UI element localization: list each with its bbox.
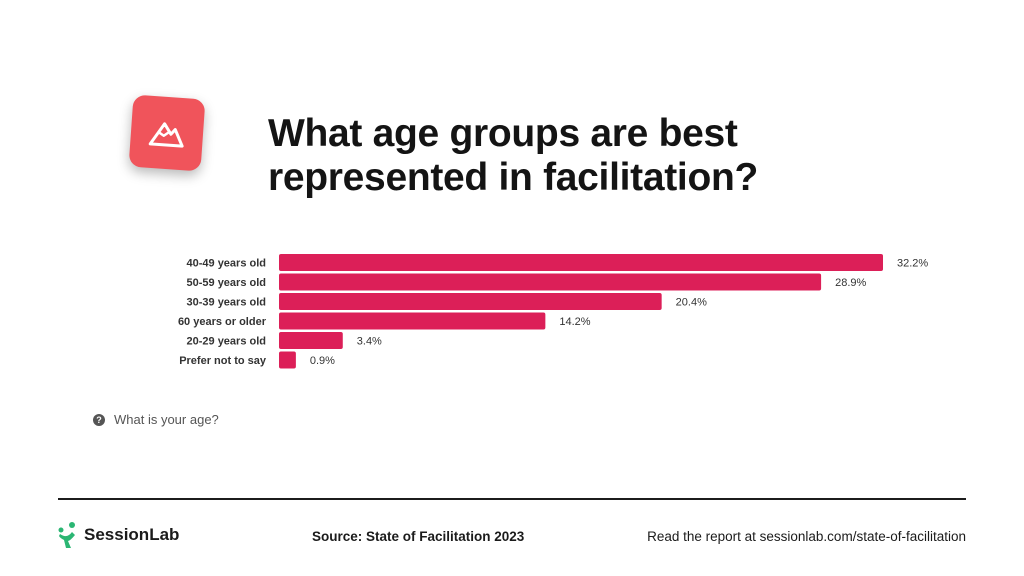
value-label: 14.2% bbox=[559, 316, 590, 328]
footer-divider bbox=[58, 498, 966, 500]
category-label: 50-59 years old bbox=[187, 277, 267, 289]
category-label: 40-49 years old bbox=[187, 258, 267, 270]
category-label: Prefer not to say bbox=[179, 355, 267, 367]
value-label: 28.9% bbox=[835, 277, 866, 289]
source-text: Source: State of Facilitation 2023 bbox=[312, 529, 525, 544]
value-label: 3.4% bbox=[357, 336, 382, 348]
title-line-2: represented in facilitation? bbox=[268, 156, 759, 199]
sessionlab-logo: SessionLab bbox=[57, 521, 179, 549]
mountain-icon bbox=[128, 94, 206, 172]
mountain-icon-glyph bbox=[148, 122, 184, 148]
bar bbox=[279, 332, 343, 349]
bar bbox=[279, 351, 296, 369]
category-label: 60 years or older bbox=[178, 316, 267, 328]
bar bbox=[279, 273, 822, 291]
title-line-1: What age groups are best bbox=[268, 112, 738, 155]
category-label: 20-29 years old bbox=[187, 336, 267, 348]
value-label: 20.4% bbox=[676, 297, 707, 309]
question-icon: ? bbox=[93, 413, 105, 426]
value-label: 32.2% bbox=[897, 258, 928, 270]
bar bbox=[279, 254, 883, 271]
page-title: What age groups are best represented in … bbox=[268, 112, 948, 200]
bar bbox=[279, 312, 546, 330]
value-label: 0.9% bbox=[310, 355, 335, 367]
survey-question: ? What is your age? bbox=[93, 412, 219, 427]
logo-text: SessionLab bbox=[84, 525, 180, 544]
report-link[interactable]: Read the report at sessionlab.com/state-… bbox=[647, 529, 966, 544]
category-label: 30-39 years old bbox=[187, 297, 267, 309]
question-text: What is your age? bbox=[114, 412, 219, 427]
bar bbox=[279, 293, 662, 310]
sessionlab-logo-icon bbox=[58, 522, 75, 548]
